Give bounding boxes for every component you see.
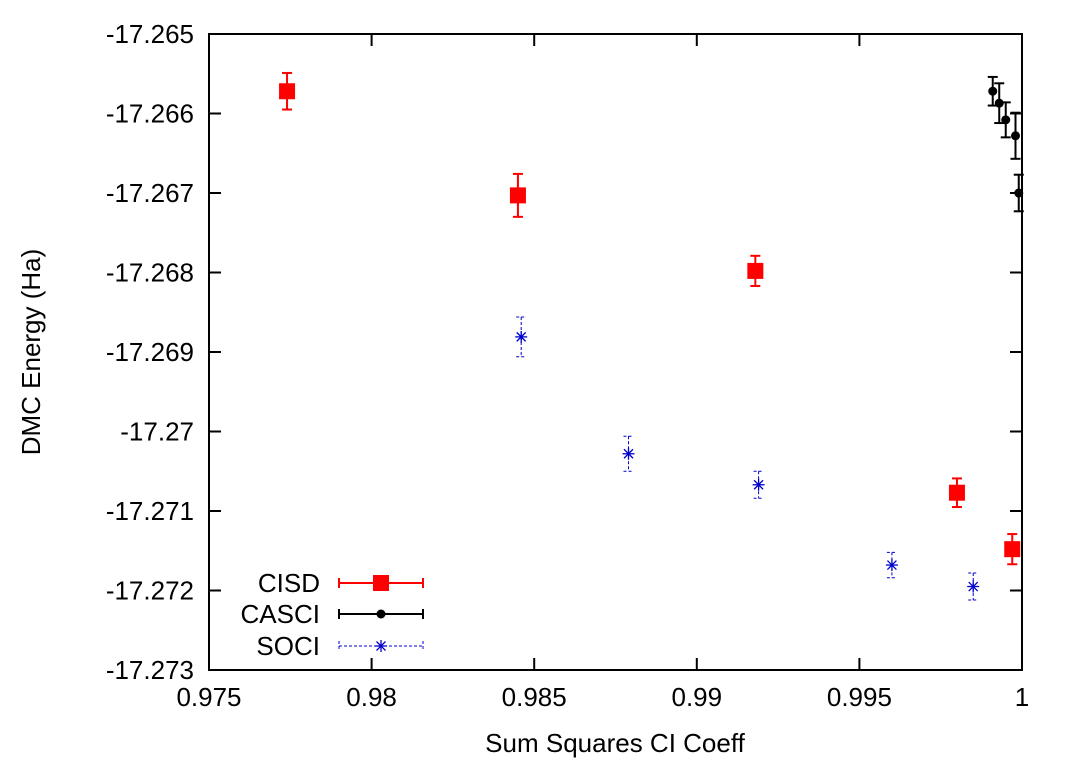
y-tick-label: -17.271 <box>106 496 194 526</box>
legend-label: SOCI <box>256 631 320 661</box>
y-tick-label: -17.27 <box>120 417 194 447</box>
series-cisd <box>279 71 1021 566</box>
data-point <box>994 98 1004 108</box>
y-axis-title: DMC Energy (Ha) <box>16 249 46 456</box>
x-tick-label: 0.985 <box>502 682 567 712</box>
data-point <box>1004 541 1021 558</box>
legend-marker <box>375 640 387 652</box>
data-point <box>515 330 528 343</box>
legend-marker <box>373 575 389 591</box>
star-stroke <box>516 331 527 342</box>
data-point <box>279 83 296 100</box>
legend-marker <box>376 609 386 619</box>
data-point <box>988 86 998 96</box>
series-soci <box>515 316 980 601</box>
x-axis-title: Sum Squares CI Coeff <box>485 728 745 758</box>
y-tick-label: -17.272 <box>106 576 194 606</box>
data-point <box>1010 131 1020 141</box>
y-tick-label: -17.268 <box>106 258 194 288</box>
legend-item-cisd: CISD <box>258 568 424 598</box>
x-tick-label: 1 <box>1015 682 1029 712</box>
axis-tick-labels: 0.975 0.98 0.985 0.99 0.995 1 -17.265 -17.266 -1… <box>106 19 1029 712</box>
axis-ticks <box>208 33 1023 671</box>
star-stroke <box>968 581 979 592</box>
x-tick-label: 0.975 <box>176 682 241 712</box>
y-tick-label: -17.265 <box>106 19 194 49</box>
y-tick-label: -17.266 <box>106 99 194 129</box>
x-tick-label: 0.995 <box>827 682 892 712</box>
legend-label: CISD <box>258 568 320 598</box>
data-point <box>747 262 764 279</box>
x-tick-label: 0.98 <box>346 682 397 712</box>
legend-item-soci: SOCI <box>256 631 424 661</box>
star-stroke <box>886 560 897 571</box>
legend-label: CASCI <box>241 599 320 629</box>
plot-frame <box>208 33 1023 671</box>
data-point <box>509 187 526 204</box>
data-point <box>885 559 898 572</box>
data-point <box>1014 188 1024 198</box>
data-point <box>967 580 980 593</box>
data-point <box>622 447 635 460</box>
star-stroke <box>376 641 386 651</box>
y-tick-label: -17.273 <box>106 655 194 685</box>
star-stroke <box>623 448 634 459</box>
data-point <box>948 484 965 501</box>
x-tick-label: 0.99 <box>671 682 722 712</box>
star-stroke <box>753 479 764 490</box>
legend-item-casci: CASCI <box>241 599 424 629</box>
series-casci <box>987 75 1024 213</box>
y-tick-label: -17.267 <box>106 178 194 208</box>
data-point <box>1001 115 1011 125</box>
data-point <box>752 478 765 491</box>
data-marks <box>279 71 1024 601</box>
y-tick-label: -17.269 <box>106 337 194 367</box>
